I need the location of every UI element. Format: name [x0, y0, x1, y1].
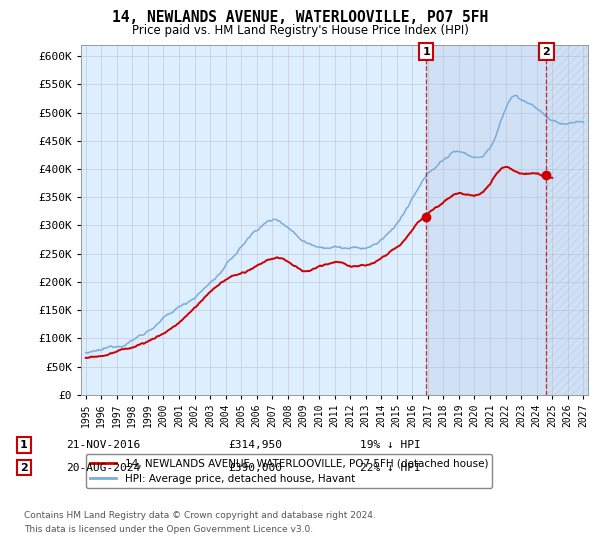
Text: 2: 2	[542, 46, 550, 57]
Bar	[547, 45, 591, 395]
Text: 1: 1	[422, 46, 430, 57]
Text: 22% ↓ HPI: 22% ↓ HPI	[360, 463, 421, 473]
Text: 21-NOV-2016: 21-NOV-2016	[66, 440, 140, 450]
Text: 1: 1	[20, 440, 28, 450]
Text: Price paid vs. HM Land Registry's House Price Index (HPI): Price paid vs. HM Land Registry's House …	[131, 24, 469, 36]
Text: £314,950: £314,950	[228, 440, 282, 450]
Bar	[426, 45, 547, 395]
Text: £390,000: £390,000	[228, 463, 282, 473]
Legend: 14, NEWLANDS AVENUE, WATERLOOVILLE, PO7 5FH (detached house), HPI: Average price: 14, NEWLANDS AVENUE, WATERLOOVILLE, PO7 …	[86, 454, 493, 488]
Text: 20-AUG-2024: 20-AUG-2024	[66, 463, 140, 473]
Text: This data is licensed under the Open Government Licence v3.0.: This data is licensed under the Open Gov…	[24, 525, 313, 534]
Text: 19% ↓ HPI: 19% ↓ HPI	[360, 440, 421, 450]
Text: 14, NEWLANDS AVENUE, WATERLOOVILLE, PO7 5FH: 14, NEWLANDS AVENUE, WATERLOOVILLE, PO7 …	[112, 10, 488, 25]
Text: Contains HM Land Registry data © Crown copyright and database right 2024.: Contains HM Land Registry data © Crown c…	[24, 511, 376, 520]
Text: 2: 2	[20, 463, 28, 473]
